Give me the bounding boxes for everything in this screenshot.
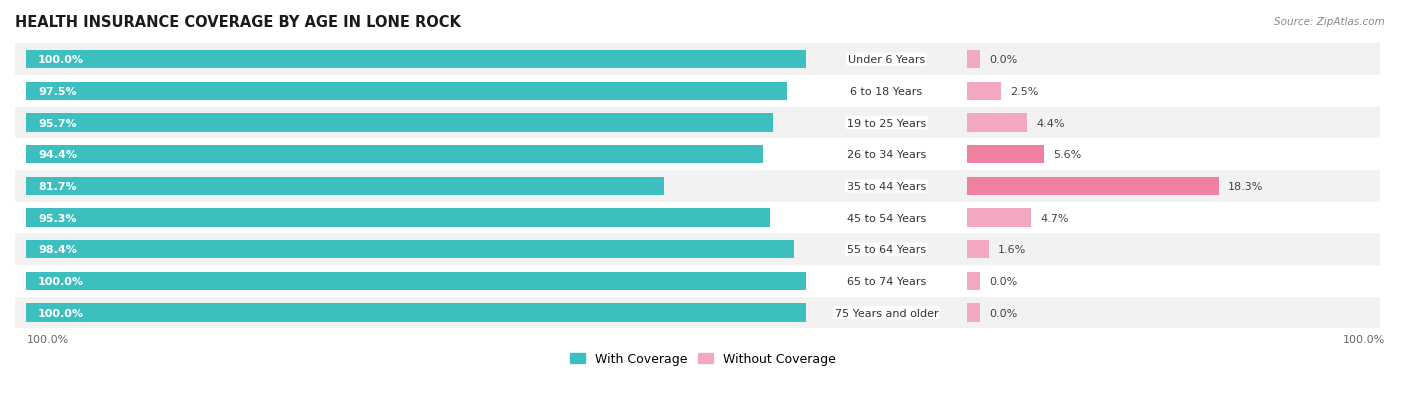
Bar (967, 51, 980, 69)
Text: 0.0%: 0.0% (990, 55, 1018, 65)
Text: 45 to 54 Years: 45 to 54 Years (846, 213, 927, 223)
Text: 18.3%: 18.3% (1227, 181, 1263, 192)
Text: 65 to 74 Years: 65 to 74 Years (846, 276, 927, 286)
Bar (27, 114, 773, 133)
Text: 4.7%: 4.7% (1040, 213, 1069, 223)
Bar (967, 146, 1043, 164)
Text: 100.0%: 100.0% (38, 276, 84, 286)
Text: 2.5%: 2.5% (1011, 87, 1039, 97)
Text: 26 to 34 Years: 26 to 34 Years (846, 150, 927, 160)
Bar (27, 209, 769, 227)
Legend: With Coverage, Without Coverage: With Coverage, Without Coverage (565, 347, 841, 370)
Text: 98.4%: 98.4% (38, 244, 77, 255)
Bar (15, 202, 1379, 234)
Bar (15, 76, 1379, 107)
Bar (27, 272, 806, 290)
Bar (15, 107, 1379, 139)
Text: 100.0%: 100.0% (1343, 335, 1385, 344)
Bar (15, 266, 1379, 297)
Text: 35 to 44 Years: 35 to 44 Years (846, 181, 927, 192)
Text: 5.6%: 5.6% (1053, 150, 1081, 160)
Bar (967, 240, 988, 259)
Text: HEALTH INSURANCE COVERAGE BY AGE IN LONE ROCK: HEALTH INSURANCE COVERAGE BY AGE IN LONE… (15, 15, 461, 30)
Text: 81.7%: 81.7% (38, 181, 76, 192)
Bar (27, 304, 806, 322)
Text: 95.7%: 95.7% (38, 119, 76, 128)
Text: 95.3%: 95.3% (38, 213, 76, 223)
Bar (27, 240, 794, 259)
Bar (967, 114, 1028, 133)
Bar (15, 234, 1379, 266)
Bar (15, 139, 1379, 171)
Bar (967, 177, 1219, 196)
Bar (15, 44, 1379, 76)
Text: 4.4%: 4.4% (1036, 119, 1064, 128)
Bar (15, 297, 1379, 329)
Text: 55 to 64 Years: 55 to 64 Years (846, 244, 927, 255)
Bar (15, 171, 1379, 202)
Bar (27, 177, 664, 196)
Text: 75 Years and older: 75 Years and older (835, 308, 938, 318)
Bar (27, 51, 806, 69)
Text: 100.0%: 100.0% (38, 55, 84, 65)
Text: Under 6 Years: Under 6 Years (848, 55, 925, 65)
Text: 0.0%: 0.0% (990, 308, 1018, 318)
Bar (967, 209, 1032, 227)
Text: 97.5%: 97.5% (38, 87, 76, 97)
Bar (967, 304, 980, 322)
Bar (27, 146, 762, 164)
Text: 100.0%: 100.0% (38, 308, 84, 318)
Text: 19 to 25 Years: 19 to 25 Years (846, 119, 927, 128)
Bar (27, 83, 787, 101)
Bar (967, 83, 1001, 101)
Text: 100.0%: 100.0% (27, 335, 69, 344)
Text: 94.4%: 94.4% (38, 150, 77, 160)
Text: 6 to 18 Years: 6 to 18 Years (851, 87, 922, 97)
Bar (967, 272, 980, 290)
Text: Source: ZipAtlas.com: Source: ZipAtlas.com (1274, 17, 1385, 26)
Text: 0.0%: 0.0% (990, 276, 1018, 286)
Text: 1.6%: 1.6% (998, 244, 1026, 255)
